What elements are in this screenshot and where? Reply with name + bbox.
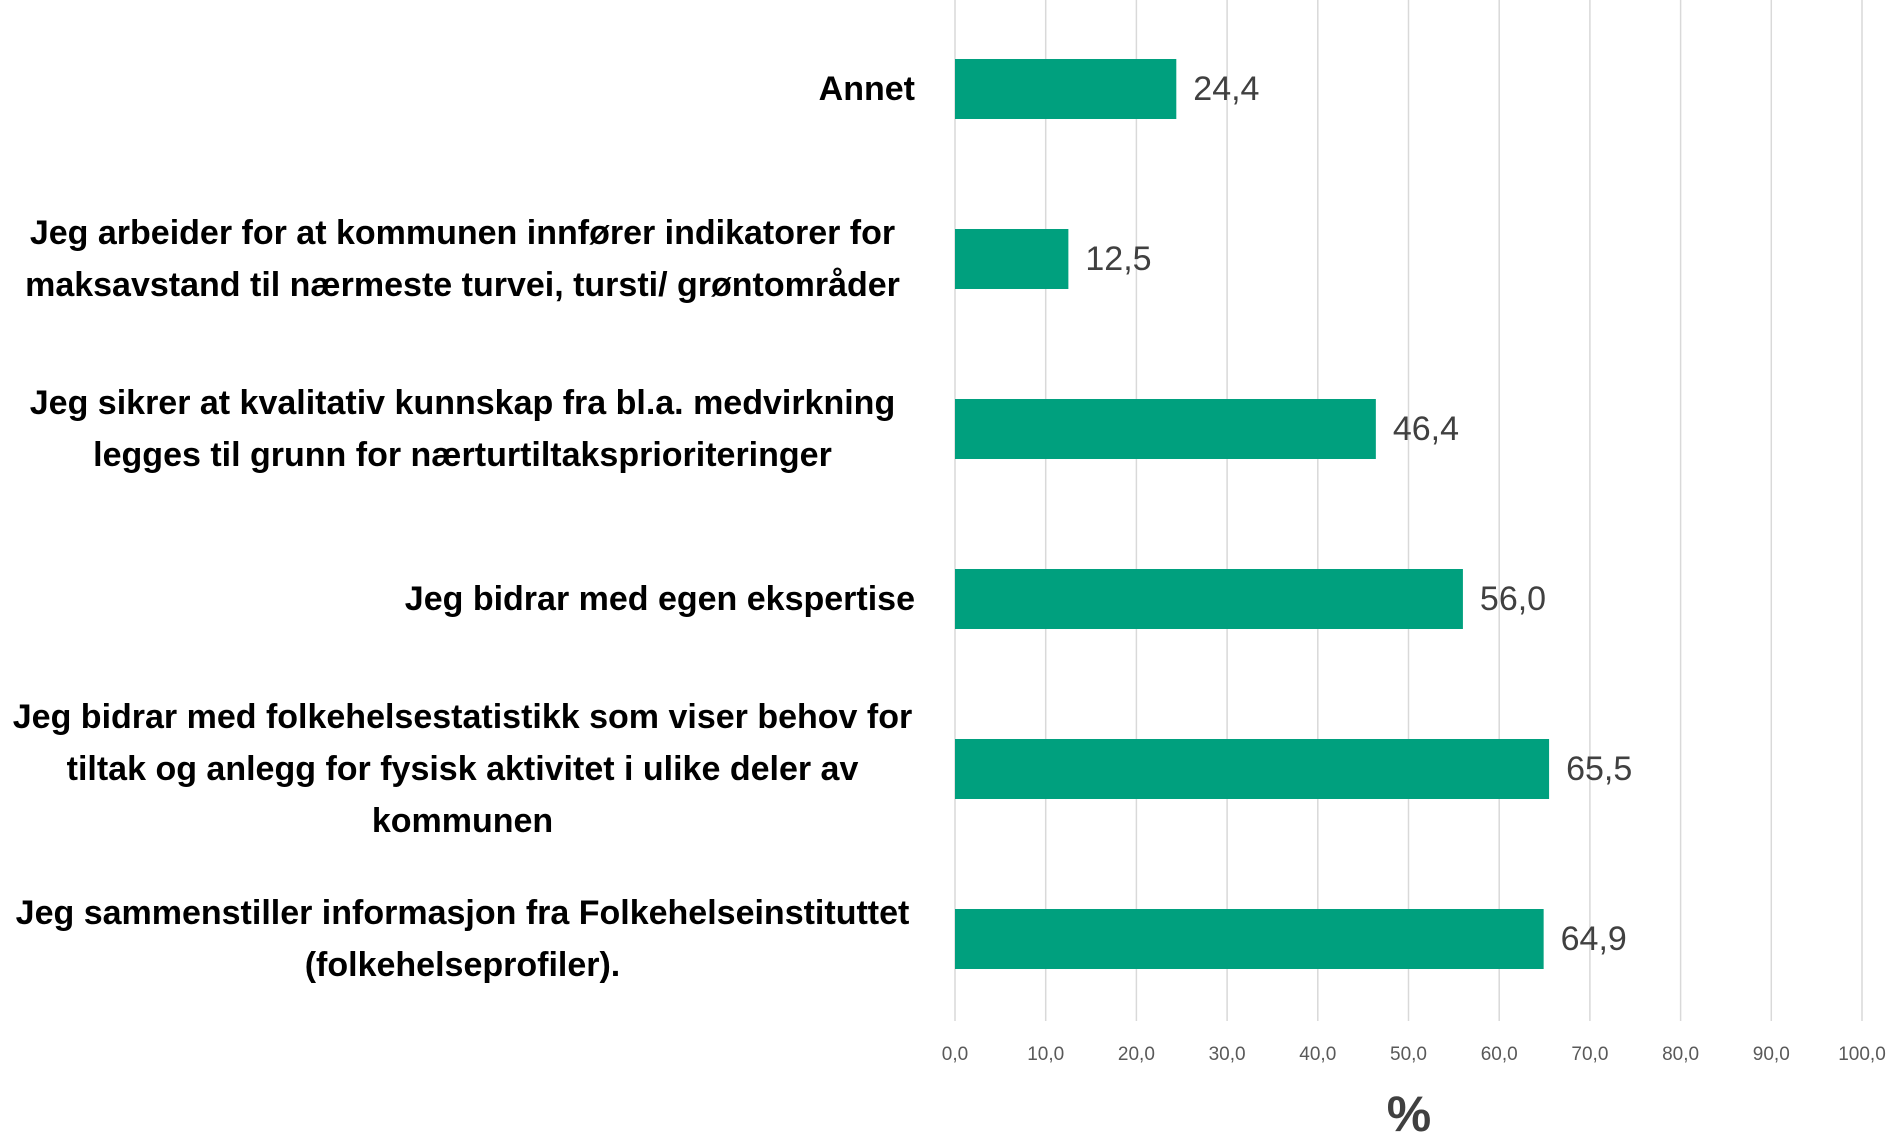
category-label-box: Jeg bidrar med egen ekspertise bbox=[10, 573, 915, 625]
x-tick-label: 0,0 bbox=[942, 1044, 968, 1065]
x-tick-label: 90,0 bbox=[1753, 1044, 1790, 1065]
bar bbox=[955, 569, 1463, 629]
y-tick-label: Jeg sikrer at kvalitativ kunnskap fra bl… bbox=[29, 384, 896, 474]
bar bbox=[955, 229, 1069, 289]
category-label-box: Jeg arbeider for at kommunen innfører in… bbox=[10, 207, 915, 311]
y-tick-label: Jeg arbeider for at kommunen innfører in… bbox=[25, 214, 900, 304]
value-label: 64,9 bbox=[1561, 920, 1627, 958]
bar bbox=[955, 909, 1544, 969]
x-tick-label: 100,0 bbox=[1838, 1044, 1886, 1065]
category-label-box: Jeg sikrer at kvalitativ kunnskap fra bl… bbox=[10, 377, 915, 481]
value-label: 46,4 bbox=[1393, 410, 1459, 448]
y-tick-label: Jeg sammenstiller informasjon fra Folkeh… bbox=[15, 894, 910, 984]
value-label: 12,5 bbox=[1085, 240, 1151, 278]
bar bbox=[955, 399, 1376, 459]
x-tick-label: 50,0 bbox=[1390, 1044, 1427, 1065]
x-tick-label: 30,0 bbox=[1209, 1044, 1246, 1065]
category-label-box: Jeg sammenstiller informasjon fra Folkeh… bbox=[10, 887, 915, 991]
x-tick-label: 80,0 bbox=[1662, 1044, 1699, 1065]
x-tick-label: 40,0 bbox=[1299, 1044, 1336, 1065]
value-label: 56,0 bbox=[1480, 580, 1546, 618]
value-label: 65,5 bbox=[1566, 750, 1632, 788]
bar bbox=[955, 59, 1177, 119]
category-label-box: Jeg bidrar med folkehelsestatistikk som … bbox=[10, 691, 915, 847]
y-tick-label: Annet bbox=[818, 70, 915, 108]
category-label-box: Annet bbox=[10, 63, 915, 115]
x-tick-label: 10,0 bbox=[1027, 1044, 1064, 1065]
y-tick-label: Jeg bidrar med folkehelsestatistikk som … bbox=[12, 698, 913, 840]
value-label: 24,4 bbox=[1193, 70, 1259, 108]
x-axis-label: % bbox=[1387, 1086, 1431, 1138]
y-tick-label: Jeg bidrar med egen ekspertise bbox=[404, 580, 915, 618]
x-tick-label: 70,0 bbox=[1571, 1044, 1608, 1065]
x-tick-label: 60,0 bbox=[1481, 1044, 1518, 1065]
bar bbox=[955, 739, 1550, 799]
x-tick-label: 20,0 bbox=[1118, 1044, 1155, 1065]
